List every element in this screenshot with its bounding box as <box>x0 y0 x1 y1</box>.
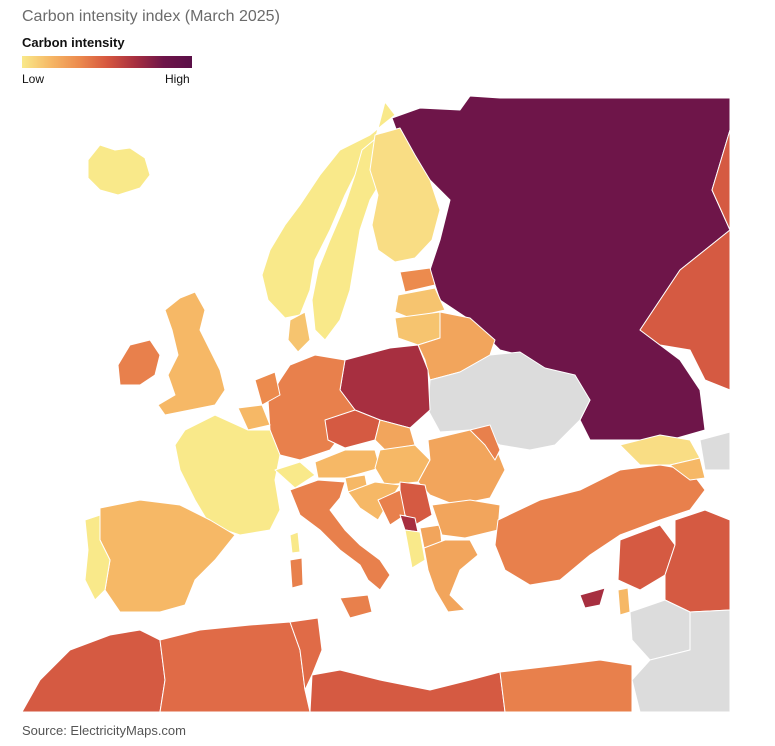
region-france[interactable] <box>174 414 281 536</box>
region-ukraine[interactable] <box>427 351 591 451</box>
region-azerbaijan[interactable] <box>699 431 731 471</box>
region-iceland[interactable] <box>87 144 151 196</box>
legend-color-scale <box>22 56 192 68</box>
region-saudi-arabia[interactable] <box>631 609 731 713</box>
region-sicily[interactable] <box>339 594 373 619</box>
region-finland[interactable] <box>369 127 441 263</box>
region-denmark[interactable] <box>287 311 311 353</box>
source-note: Source: ElectricityMaps.com <box>22 723 186 738</box>
region-ireland[interactable] <box>117 339 161 386</box>
region-israel[interactable] <box>617 587 631 616</box>
region-corsica[interactable] <box>289 531 301 554</box>
region-switzerland[interactable] <box>274 461 316 489</box>
region-portugal[interactable] <box>84 514 111 601</box>
region-italy[interactable] <box>289 479 391 591</box>
region-turkey[interactable] <box>494 464 706 586</box>
region-netherlands[interactable] <box>254 371 281 406</box>
region-jordan[interactable] <box>629 599 691 661</box>
region-albania[interactable] <box>404 529 426 569</box>
region-egypt[interactable] <box>499 659 633 713</box>
region-sardinia[interactable] <box>289 557 304 589</box>
map-title: Carbon intensity index (March 2025) <box>22 8 280 25</box>
region-moldova[interactable] <box>469 424 501 461</box>
region-uk[interactable] <box>157 291 226 416</box>
region-armenia[interactable] <box>669 457 706 481</box>
region-greece[interactable] <box>423 539 479 613</box>
region-libya[interactable] <box>309 669 506 713</box>
region-cyprus[interactable] <box>579 587 606 609</box>
legend-low-label: Low <box>22 72 45 86</box>
region-algeria[interactable] <box>159 621 311 713</box>
region-morocco[interactable] <box>21 629 166 713</box>
region-iraq[interactable] <box>664 509 731 613</box>
region-austria[interactable] <box>314 449 381 479</box>
legend-high-label: High <box>165 72 190 86</box>
region-russia-east[interactable] <box>639 129 731 391</box>
region-belgium[interactable] <box>237 404 271 431</box>
legend-title: Carbon intensity <box>22 35 125 50</box>
region-bosnia[interactable] <box>377 489 406 526</box>
region-estonia[interactable] <box>399 267 436 293</box>
region-bulgaria[interactable] <box>431 499 501 539</box>
